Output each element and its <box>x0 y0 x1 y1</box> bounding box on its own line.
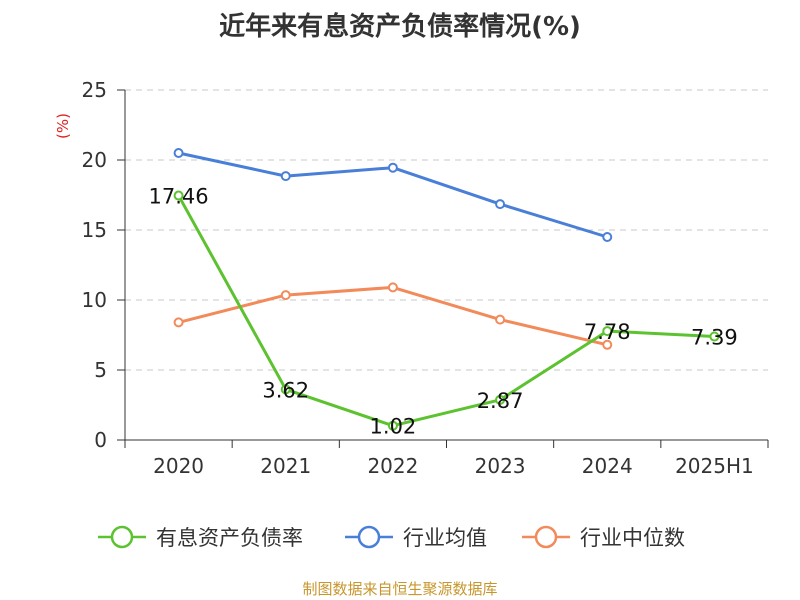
data-point <box>495 394 506 405</box>
data-label: 7.39 <box>691 326 738 350</box>
x-tick-label: 2021 <box>260 454 311 478</box>
series-line-0 <box>177 194 715 428</box>
legend-marker <box>534 525 558 549</box>
data-point <box>173 317 184 328</box>
data-label: 2.87 <box>477 389 524 413</box>
data-point <box>709 331 720 342</box>
x-tick-label: 2023 <box>475 454 526 478</box>
y-tick-label: 10 <box>82 288 107 312</box>
legend-marker <box>110 525 134 549</box>
y-tick-label: 15 <box>82 218 107 242</box>
legend-marker <box>357 525 381 549</box>
data-point <box>280 171 291 182</box>
legend-label: 行业均值 <box>403 526 487 550</box>
data-label: 3.62 <box>262 378 309 402</box>
data-label: 1.02 <box>370 415 417 439</box>
y-tick-label: 5 <box>94 358 107 382</box>
data-point <box>280 384 291 395</box>
data-label: 17.46 <box>149 185 209 209</box>
y-tick-label: 20 <box>82 148 107 172</box>
y-axis-label: (%) <box>54 113 72 139</box>
legend-label: 行业中位数 <box>580 526 685 550</box>
data-point <box>602 232 613 242</box>
series-line-2 <box>178 285 608 347</box>
data-point <box>173 190 184 201</box>
data-point <box>387 282 398 293</box>
data-point <box>602 339 613 350</box>
data-point <box>280 290 291 301</box>
legend-label: 有息资产负债率 <box>156 526 303 550</box>
x-tick-label: 2020 <box>153 454 204 478</box>
chart-title: 近年来有息资产负债率情况(%) <box>219 12 581 42</box>
y-tick-label: 0 <box>94 428 107 452</box>
y-tick-label: 25 <box>82 78 107 102</box>
data-point <box>387 162 398 173</box>
source-note: 制图数据来自恒生聚源数据库 <box>302 580 498 598</box>
data-point <box>495 314 506 325</box>
data-point <box>173 148 184 158</box>
data-point <box>495 199 506 210</box>
x-tick-label: 2022 <box>367 454 418 478</box>
x-tick-label: 2024 <box>582 454 633 478</box>
data-point <box>387 420 398 431</box>
x-tick-label: 2025H1 <box>675 454 754 478</box>
data-point <box>602 326 613 337</box>
data-label: 7.78 <box>584 320 631 344</box>
